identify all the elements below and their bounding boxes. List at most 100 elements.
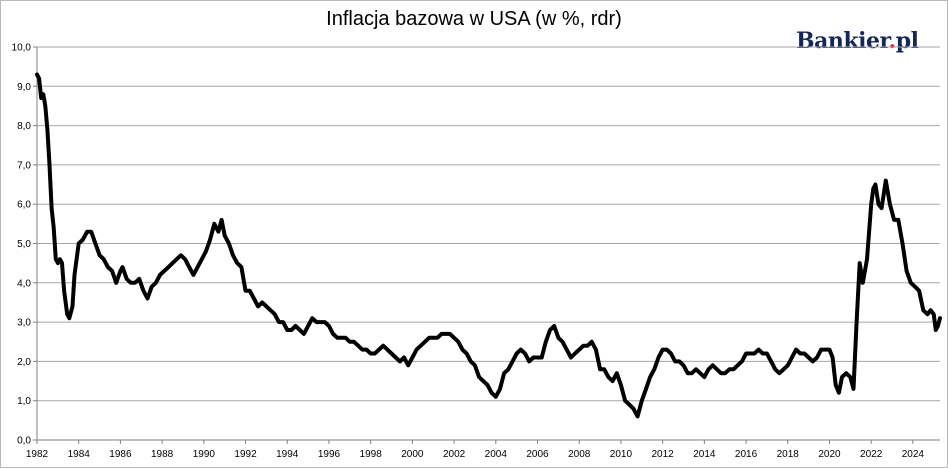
x-tick-label-17: 2016 <box>735 449 758 460</box>
y-tick-label-0: 0,0 <box>17 436 31 447</box>
data-point-0-94 <box>386 348 389 351</box>
data-point-0-29 <box>119 270 122 272</box>
data-point-0-66 <box>269 309 272 312</box>
data-point-0-198 <box>820 348 822 351</box>
data-point-0-107 <box>440 333 443 335</box>
data-point-0-145 <box>599 368 601 371</box>
data-point-0-170 <box>703 376 706 378</box>
data-point-0-193 <box>799 352 802 355</box>
y-tick-label-8: 8,0 <box>17 121 31 132</box>
data-point-0-200 <box>828 348 831 351</box>
data-point-0-209 <box>858 262 861 264</box>
data-point-0-10 <box>57 262 59 264</box>
data-point-0-100 <box>411 356 414 359</box>
data-point-0-186 <box>770 360 772 363</box>
data-point-0-147 <box>607 376 610 378</box>
data-point-0-0 <box>36 73 38 76</box>
data-point-0-197 <box>816 356 818 359</box>
data-point-0-173 <box>716 368 718 371</box>
data-point-0-177 <box>732 368 735 371</box>
data-point-0-146 <box>603 368 605 371</box>
data-point-0-60 <box>244 289 247 292</box>
data-point-0-27 <box>111 270 113 272</box>
data-point-0-54 <box>220 219 223 221</box>
data-point-0-50 <box>205 250 207 253</box>
data-point-0-161 <box>666 348 668 351</box>
data-point-0-89 <box>365 348 368 351</box>
data-point-0-23 <box>94 242 97 245</box>
data-point-0-187 <box>774 368 776 371</box>
data-point-0-110 <box>453 337 455 339</box>
data-point-0-178 <box>736 364 739 367</box>
data-point-0-225 <box>918 289 920 292</box>
x-axis-ticks: 1982 1984 1986 1988 1990 1992 1994 1996 1998 2000… <box>26 440 924 460</box>
data-point-0-101 <box>415 348 418 351</box>
data-point-0-165 <box>682 364 685 367</box>
data-point-0-76 <box>311 317 314 320</box>
data-point-0-73 <box>299 329 301 331</box>
y-tick-label-1: 1,0 <box>17 396 31 407</box>
data-point-0-108 <box>444 333 447 335</box>
data-point-0-51 <box>209 238 211 241</box>
data-point-0-78 <box>319 321 322 323</box>
data-point-0-75 <box>307 325 309 327</box>
data-point-0-120 <box>495 396 497 398</box>
data-point-0-32 <box>130 282 132 284</box>
data-point-0-119 <box>490 392 493 394</box>
data-point-0-36 <box>146 297 149 300</box>
data-point-0-199 <box>824 348 827 351</box>
data-point-0-14 <box>66 313 68 316</box>
data-point-0-61 <box>248 289 251 292</box>
data-point-0-34 <box>138 278 140 280</box>
x-tick-label-10: 2002 <box>443 449 466 460</box>
brand-name: Bankier <box>796 28 889 54</box>
data-point-0-30 <box>121 266 124 268</box>
data-point-0-204 <box>841 376 843 378</box>
data-point-0-163 <box>674 360 676 363</box>
data-point-0-123 <box>507 368 510 371</box>
data-point-0-9 <box>55 258 57 261</box>
y-tick-label-10: 10,0 <box>12 43 32 54</box>
data-point-0-223 <box>910 282 912 284</box>
data-point-0-224 <box>914 285 916 288</box>
data-point-0-159 <box>657 356 660 359</box>
data-point-0-114 <box>470 360 472 363</box>
data-point-0-135 <box>557 337 560 339</box>
data-point-0-202 <box>834 384 837 386</box>
data-point-0-97 <box>399 360 401 363</box>
x-tick-label-5: 1992 <box>234 449 257 460</box>
data-point-0-168 <box>695 368 697 371</box>
data-point-0-194 <box>803 352 806 355</box>
data-point-0-18 <box>75 258 78 261</box>
x-tick-label-11: 2004 <box>485 449 508 460</box>
data-point-0-118 <box>486 384 489 386</box>
data-point-0-44 <box>180 254 182 257</box>
data-point-0-96 <box>394 356 397 359</box>
data-point-0-174 <box>720 372 722 375</box>
data-point-0-128 <box>528 360 530 363</box>
data-point-0-214 <box>874 183 877 186</box>
data-point-0-156 <box>645 388 647 390</box>
y-axis-ticks: 0,0 1,0 2,0 3,0 4,0 5,0 6,0 7,0 8,0 9,0 10,0 <box>12 43 37 447</box>
data-point-0-12 <box>61 262 63 264</box>
data-point-0-232 <box>939 317 941 320</box>
data-point-0-152 <box>628 403 631 406</box>
x-tick-label-6: 1994 <box>276 449 299 460</box>
data-point-0-169 <box>699 372 701 375</box>
data-point-0-56 <box>228 242 230 245</box>
data-point-0-218 <box>889 203 891 205</box>
x-tick-label-0: 1982 <box>26 449 49 460</box>
data-point-0-77 <box>315 321 318 323</box>
data-point-0-5 <box>46 128 49 131</box>
data-point-0-126 <box>520 348 522 351</box>
data-point-0-95 <box>390 352 393 355</box>
data-point-0-79 <box>324 321 326 323</box>
data-point-0-151 <box>624 399 626 402</box>
data-point-0-192 <box>795 348 797 351</box>
data-point-0-91 <box>374 352 376 355</box>
data-point-0-99 <box>407 364 410 367</box>
data-point-0-26 <box>107 266 109 268</box>
data-point-0-138 <box>570 356 572 359</box>
